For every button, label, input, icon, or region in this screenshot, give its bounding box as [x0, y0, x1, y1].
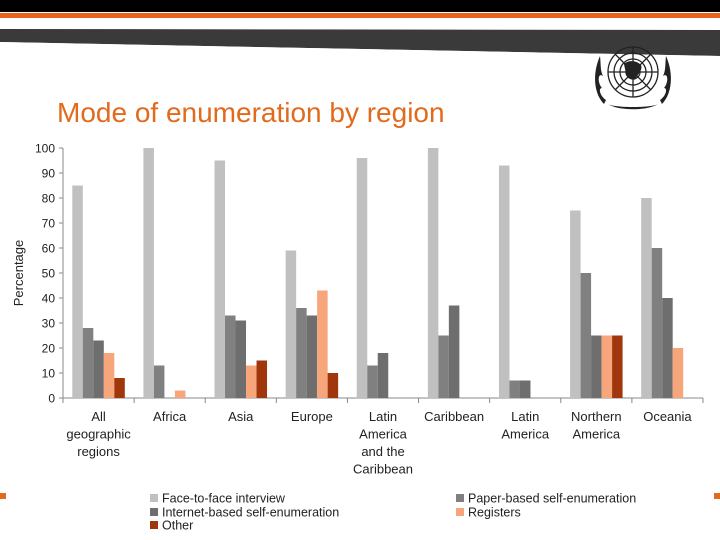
category-labels: All geographic regions Africa Asia Europe Lati…	[66, 409, 692, 477]
bar-internet-based-self-enumeration	[519, 380, 531, 398]
category-label: Europe	[291, 409, 333, 424]
legend-swatch	[150, 508, 158, 516]
category-label: Latin America and the Caribbean	[353, 409, 413, 477]
bar-registers	[174, 390, 186, 398]
bar-paper-based-self-enumeration	[225, 315, 236, 398]
bar-face-to-face-interview	[143, 148, 154, 398]
right-orange-marker	[714, 493, 720, 499]
bar-registers	[317, 290, 328, 398]
bar-internet-based-self-enumeration	[591, 335, 602, 398]
category-label: Oceania	[643, 409, 692, 424]
category-label: Asia	[228, 409, 254, 424]
bar-paper-based-self-enumeration	[509, 380, 520, 398]
y-tick-label: 90	[42, 167, 56, 181]
legend-swatch	[150, 494, 158, 502]
legend-label: Paper-based self-enumeration	[468, 492, 636, 506]
bars	[72, 148, 684, 398]
bar-registers	[672, 348, 684, 398]
y-tick-label: 50	[42, 267, 56, 281]
top-orange-line	[0, 13, 720, 18]
bar-paper-based-self-enumeration	[580, 273, 592, 398]
legend: Face-to-face interview Paper-based self-e…	[150, 492, 636, 533]
bar-other	[256, 360, 268, 398]
top-black-bar	[0, 0, 720, 12]
legend-label: Internet-based self-enumeration	[162, 506, 339, 520]
bar-other	[612, 335, 623, 398]
legend-label: Face-to-face interview	[162, 492, 286, 506]
y-tick-label: 0	[48, 392, 55, 406]
bar-paper-based-self-enumeration	[82, 328, 94, 398]
bar-face-to-face-interview	[214, 160, 226, 398]
category-label: Caribbean	[424, 409, 484, 424]
bar-face-to-face-interview	[285, 250, 297, 398]
y-tick-label: 60	[42, 242, 56, 256]
bar-face-to-face-interview	[72, 185, 83, 398]
y-tick-label: 40	[42, 292, 56, 306]
legend-swatch	[456, 508, 464, 516]
bar-paper-based-self-enumeration	[438, 335, 449, 398]
category-label: Africa	[153, 409, 187, 424]
bar-internet-based-self-enumeration	[306, 315, 318, 398]
legend-label: Registers	[468, 506, 521, 520]
header-band-dark	[0, 29, 720, 56]
category-label: Latin America	[501, 409, 549, 442]
y-tick-label: 100	[35, 142, 55, 156]
bar-paper-based-self-enumeration	[153, 365, 165, 398]
bar-face-to-face-interview	[356, 158, 368, 398]
y-tick-label: 30	[42, 317, 56, 331]
bar-registers	[103, 353, 115, 398]
left-orange-marker	[0, 493, 6, 499]
bar-paper-based-self-enumeration	[296, 308, 307, 398]
y-tick-label: 70	[42, 217, 56, 231]
bar-paper-based-self-enumeration	[367, 365, 378, 398]
bar-internet-based-self-enumeration	[235, 320, 247, 398]
bar-internet-based-self-enumeration	[662, 298, 673, 398]
bar-other	[114, 378, 125, 398]
legend-label: Other	[162, 519, 193, 533]
header-gray-band	[0, 29, 720, 56]
mode-of-enumeration-chart: 0 10 20 30 40 50 60 70 80 90 100 Percentage All geog…	[11, 142, 704, 533]
bar-registers	[246, 365, 257, 398]
slide-title: Mode of enumeration by region	[57, 97, 445, 128]
bar-face-to-face-interview	[570, 210, 581, 398]
legend-swatch	[150, 521, 158, 529]
bar-face-to-face-interview	[498, 165, 510, 398]
y-tick-label: 10	[42, 367, 56, 381]
bar-paper-based-self-enumeration	[651, 248, 663, 398]
category-label: All geographic regions	[66, 409, 131, 459]
un-emblem-icon	[595, 46, 671, 110]
bar-internet-based-self-enumeration	[377, 353, 389, 398]
bar-face-to-face-interview	[641, 198, 652, 398]
y-axis-label: Percentage	[11, 240, 26, 307]
bar-internet-based-self-enumeration	[93, 340, 104, 398]
y-tick-label: 20	[42, 342, 56, 356]
category-label: Northern America	[571, 409, 622, 442]
y-tick-label: 80	[42, 192, 56, 206]
bar-registers	[601, 335, 613, 398]
bar-internet-based-self-enumeration	[448, 305, 460, 398]
bar-other	[327, 373, 339, 398]
legend-swatch	[456, 494, 464, 502]
bar-face-to-face-interview	[427, 148, 439, 398]
